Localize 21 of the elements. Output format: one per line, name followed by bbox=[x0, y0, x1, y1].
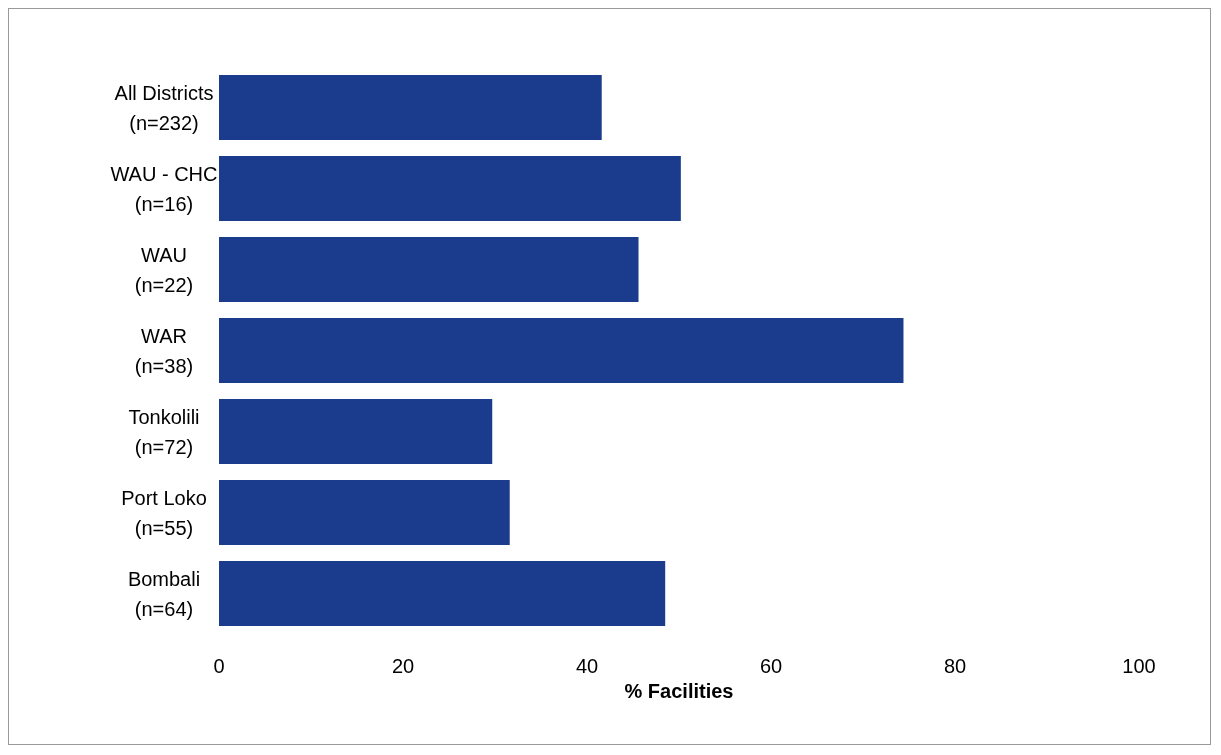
x-tick-label: 60 bbox=[759, 655, 783, 677]
x-axis-title: % Facilities bbox=[624, 679, 734, 702]
bar bbox=[219, 75, 602, 140]
y-tick-label: Tonkolili (n=72) bbox=[128, 405, 200, 458]
bar bbox=[219, 480, 510, 545]
x-tick-label: 20 bbox=[391, 655, 415, 677]
bar bbox=[219, 156, 681, 221]
y-tick-label: All Districts (n=232) bbox=[114, 81, 214, 134]
bar bbox=[219, 237, 639, 302]
x-tick-label: 40 bbox=[575, 655, 599, 677]
bar bbox=[219, 318, 904, 383]
x-tick-label: 0 bbox=[213, 655, 225, 677]
x-tick-label: 100 bbox=[1122, 655, 1156, 677]
bar bbox=[219, 561, 666, 626]
y-tick-label: WAU - CHC (n=16) bbox=[110, 162, 218, 215]
y-tick-label: WAR (n=38) bbox=[134, 324, 194, 377]
x-tick-label: 80 bbox=[943, 655, 967, 677]
y-tick-label: WAU (n=22) bbox=[134, 243, 194, 296]
y-tick-label: Port Loko (n=55) bbox=[121, 486, 207, 539]
y-tick-label: Bombali (n=64) bbox=[127, 567, 201, 620]
bar bbox=[219, 399, 493, 464]
